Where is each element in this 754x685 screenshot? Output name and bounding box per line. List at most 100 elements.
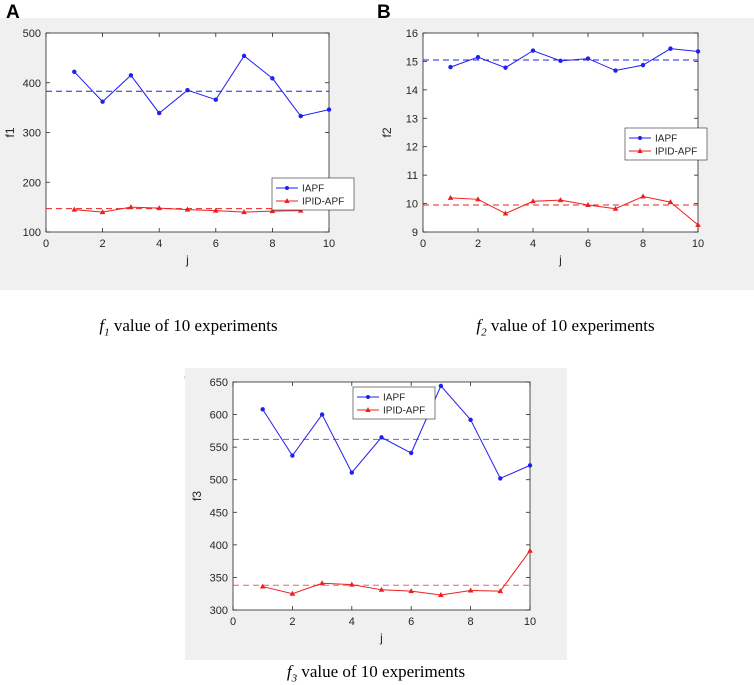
y-tick-label: 350 xyxy=(210,572,228,584)
point-iapf xyxy=(326,107,332,112)
series-line-iapf xyxy=(450,48,699,72)
point-iapf xyxy=(668,46,673,51)
caption-text: value of 10 experiments xyxy=(109,316,278,335)
y-tick-label: 100 xyxy=(23,227,41,239)
point-ipid xyxy=(349,581,355,587)
x-tick-label: 0 xyxy=(43,238,49,250)
x-axis-label: j xyxy=(379,631,383,645)
point-iapf xyxy=(503,65,508,70)
x-tick-label: 4 xyxy=(156,238,162,250)
x-tick-label: 6 xyxy=(408,616,414,628)
point-ipid xyxy=(447,194,454,200)
legend-label: IPID-APF xyxy=(302,197,344,208)
x-tick-label: 6 xyxy=(585,238,591,250)
y-tick-label: 10 xyxy=(406,199,418,211)
y-tick-label: 16 xyxy=(406,28,418,40)
series-line-iapf xyxy=(262,384,531,480)
point-ipid xyxy=(289,590,296,596)
point-iapf xyxy=(695,49,701,54)
caption-sub: 3 xyxy=(291,672,298,685)
point-iapf xyxy=(319,412,325,417)
caption-text: value of 10 experiments xyxy=(486,316,655,335)
point-ipid xyxy=(475,196,481,202)
panel-letter: B xyxy=(377,2,391,23)
y-tick-label: 650 xyxy=(210,377,228,389)
y-tick-label: 12 xyxy=(406,142,418,154)
series-line-iapf xyxy=(73,55,330,117)
point-ipid xyxy=(527,547,533,553)
legend-box xyxy=(624,127,708,161)
legend-marker xyxy=(366,395,370,399)
x-tick-label: 10 xyxy=(692,238,704,250)
point-iapf xyxy=(128,73,134,78)
y-axis-label: f1 xyxy=(3,127,17,137)
point-ipid xyxy=(640,193,646,199)
y-tick-label: 9 xyxy=(412,227,418,239)
x-tick-label: 2 xyxy=(289,616,295,628)
series-line-ipid xyxy=(74,191,330,213)
y-tick-label: 15 xyxy=(406,56,418,68)
y-tick-label: 11 xyxy=(407,170,418,182)
x-tick-label: 2 xyxy=(475,238,481,250)
legend-label: IPID-APF xyxy=(655,147,697,158)
legend-marker xyxy=(285,186,289,190)
legend: IAPF IPID-APF xyxy=(271,177,355,211)
caption-var: f xyxy=(476,316,482,335)
point-iapf xyxy=(585,56,591,61)
legend-marker xyxy=(284,198,290,203)
point-ipid xyxy=(408,588,414,594)
legend-label: IAPF xyxy=(302,184,324,195)
point-iapf xyxy=(448,64,453,70)
legend-label: IAPF xyxy=(655,134,677,145)
point-ipid xyxy=(467,587,474,593)
y-tick-label: 300 xyxy=(23,128,41,140)
legend-marker xyxy=(638,136,642,140)
point-ipid xyxy=(585,201,591,207)
x-tick-label: 8 xyxy=(468,616,474,628)
y-tick-label: 450 xyxy=(210,507,228,519)
caption-sub: 2 xyxy=(481,326,487,339)
x-tick-label: 10 xyxy=(524,616,536,628)
x-tick-label: 0 xyxy=(420,238,426,250)
chart-f1: 0 2 4 6 8 10 100 200 300 400 500 j f1 IAPF IPID-APF xyxy=(3,28,355,267)
legend-box xyxy=(352,386,436,420)
point-ipid xyxy=(438,592,444,598)
y-axis-label: f3 xyxy=(190,491,204,501)
point-iapf xyxy=(298,113,303,119)
point-ipid xyxy=(502,210,509,216)
series-line-ipid xyxy=(450,195,699,226)
point-iapf xyxy=(349,470,354,475)
point-iapf xyxy=(100,99,105,104)
y-tick-label: 550 xyxy=(210,442,228,454)
y-tick-label: 400 xyxy=(23,78,41,90)
point-iapf xyxy=(409,450,414,456)
x-tick-label: 4 xyxy=(349,616,355,628)
point-iapf xyxy=(260,407,265,412)
point-iapf xyxy=(475,54,481,60)
caption-f3: f3 value of 10 experiments xyxy=(185,662,567,684)
point-iapf xyxy=(468,417,473,422)
point-iapf xyxy=(527,463,533,468)
point-ipid xyxy=(612,205,619,211)
point-ipid xyxy=(184,206,191,212)
legend-marker xyxy=(365,407,371,412)
point-ipid xyxy=(128,204,134,210)
point-iapf xyxy=(241,53,247,59)
legend-marker xyxy=(637,148,643,153)
point-iapf xyxy=(613,68,618,73)
point-ipid xyxy=(557,197,564,203)
point-iapf xyxy=(379,435,384,440)
point-iapf xyxy=(498,476,503,481)
point-ipid xyxy=(269,208,276,214)
caption-var: f xyxy=(99,316,105,335)
point-ipid xyxy=(378,586,385,592)
caption-f2: f2 value of 10 experiments xyxy=(377,316,754,338)
y-tick-label: 300 xyxy=(210,605,228,617)
x-tick-label: 8 xyxy=(640,238,646,250)
y-tick-label: 200 xyxy=(23,177,41,189)
point-ipid xyxy=(71,206,78,212)
x-axis-label: j xyxy=(185,253,189,267)
point-ipid xyxy=(667,199,674,205)
point-iapf xyxy=(185,88,190,93)
chart-f3: 0 2 4 6 8 10 300 350 400 450 500 550 600 650 j f3 IAPF IP… xyxy=(190,377,536,645)
